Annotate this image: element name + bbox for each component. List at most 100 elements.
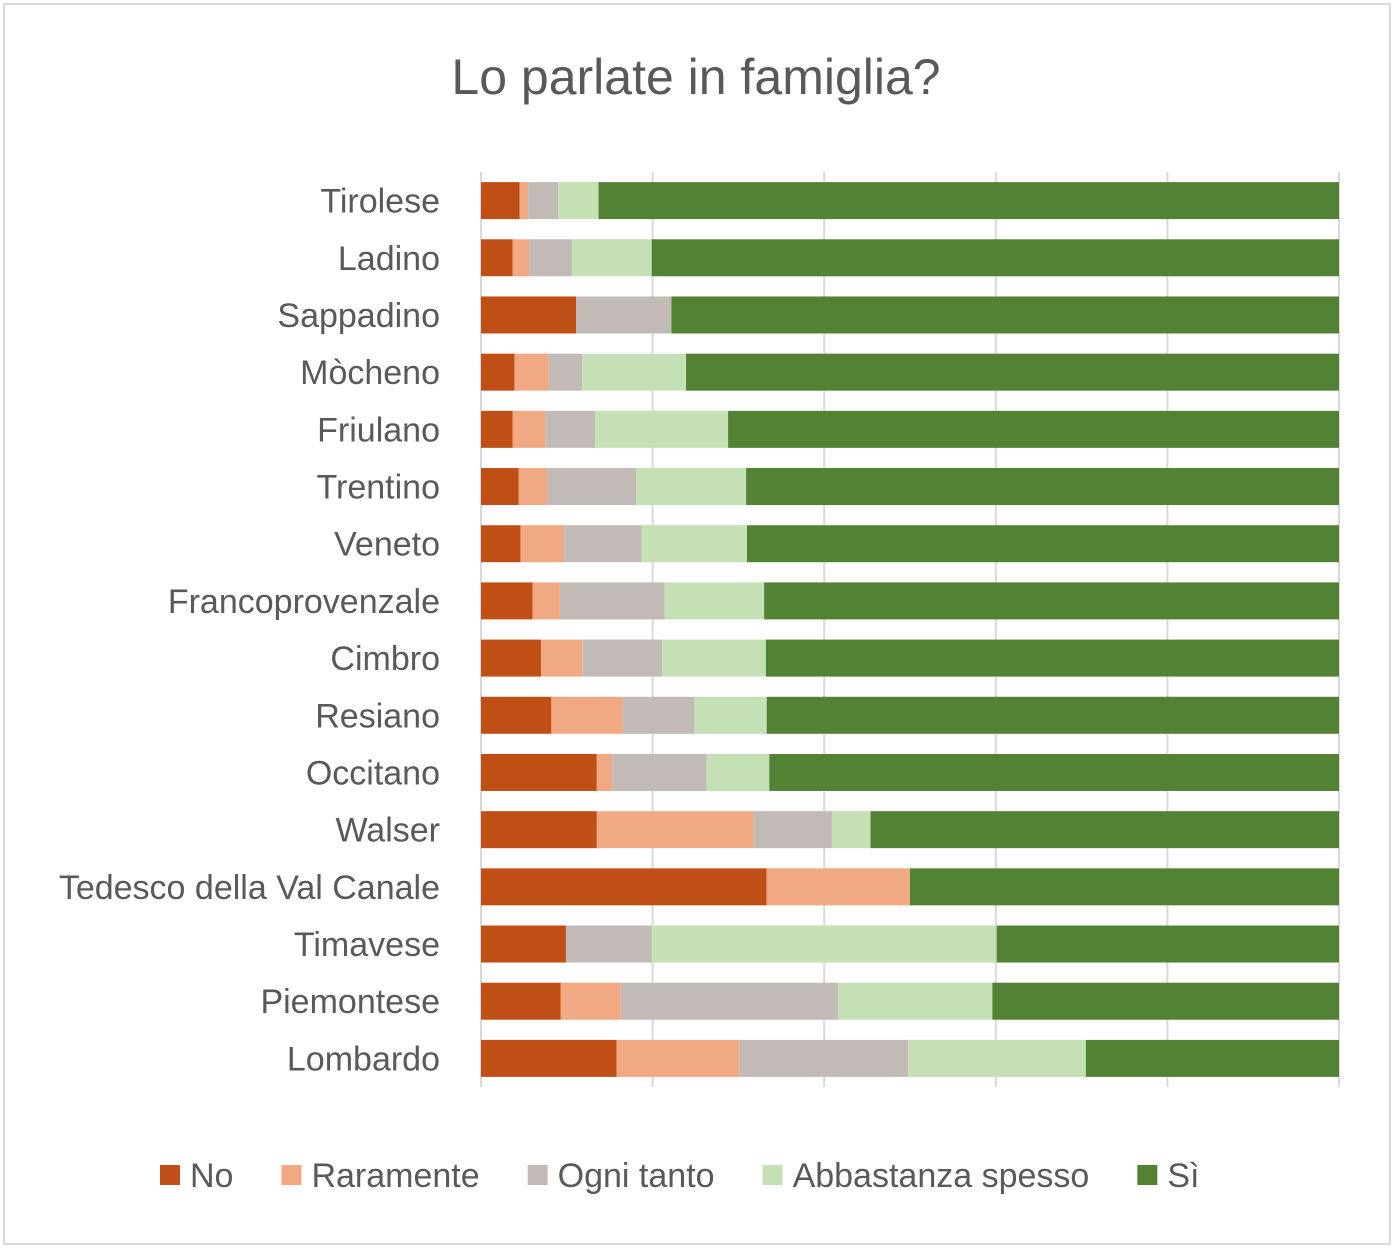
bar-segment	[582, 353, 687, 391]
category-label: Friulano	[317, 411, 440, 449]
bar-segment	[739, 1039, 909, 1077]
bar-segment	[746, 525, 1339, 563]
bar-segment	[706, 753, 770, 791]
bar-segment	[560, 982, 621, 1020]
legend-label: Sì	[1167, 1157, 1199, 1195]
bar-segment	[571, 239, 652, 277]
category-label: Piemontese	[260, 983, 440, 1021]
bar-segment	[837, 982, 993, 1020]
bar-segment	[694, 696, 767, 734]
category-label: Occitano	[306, 754, 440, 792]
bar-segment	[686, 353, 1339, 391]
bar-segment	[481, 925, 566, 963]
bar-segment	[671, 296, 1339, 334]
category-label: Walser	[335, 812, 440, 850]
bar-segment	[596, 753, 613, 791]
bar-segment	[512, 239, 530, 277]
bar-segment	[481, 582, 533, 620]
category-label: Ladino	[338, 240, 440, 278]
bar-segment	[595, 410, 729, 448]
bar-segment	[746, 468, 1339, 506]
bar-segment	[908, 1039, 1086, 1077]
bar-segment	[582, 639, 663, 677]
bar-segment	[520, 525, 565, 563]
category-label: Sappadino	[277, 297, 440, 335]
bar-segment	[992, 982, 1339, 1020]
category-label: Veneto	[334, 526, 440, 564]
category-label: Mòcheno	[300, 354, 440, 392]
bar-segment	[576, 296, 672, 334]
bar-segment	[519, 182, 529, 220]
legend-label: Ogni tanto	[558, 1157, 715, 1195]
bar-segment	[481, 639, 542, 677]
bar-segment	[481, 982, 561, 1020]
bar-segment	[765, 639, 1339, 677]
bar-segment	[1085, 1039, 1339, 1077]
bar-segment	[651, 239, 1339, 277]
bar-segment	[481, 468, 519, 506]
bar-segment	[870, 811, 1339, 849]
legend-swatch	[1137, 1165, 1158, 1185]
bar-segment	[541, 639, 583, 677]
category-labels: Tirolese Ladino Sappadino Mòcheno Friulano Tr…	[59, 183, 440, 1079]
bar-segment	[662, 639, 766, 677]
bar-segment	[620, 982, 838, 1020]
bar-segment	[481, 753, 597, 791]
bar-segment	[514, 353, 549, 391]
bar-segment	[551, 696, 623, 734]
bar-segment	[996, 925, 1339, 963]
legend: No Raramente Ogni tanto Abbastanza spesso Sì	[160, 1157, 1199, 1195]
bar-segment	[481, 868, 767, 906]
bar-segment	[910, 868, 1339, 906]
bar-segment	[545, 410, 596, 448]
bar-segment	[559, 582, 665, 620]
bar-segment	[753, 811, 832, 849]
category-label: Lombardo	[287, 1040, 440, 1078]
category-label: Francoprovenzale	[168, 583, 440, 621]
category-label: Cimbro	[330, 640, 440, 678]
bar-segment	[564, 525, 642, 563]
bar-segment	[481, 525, 521, 563]
bar-segment	[481, 353, 515, 391]
bars-group	[481, 182, 1339, 1077]
legend-swatch	[160, 1165, 180, 1185]
bar-segment	[481, 1039, 617, 1077]
bar-segment	[547, 468, 637, 506]
bar-segment	[831, 811, 871, 849]
bar-segment	[518, 468, 548, 506]
bar-segment	[664, 582, 765, 620]
bar-segment	[529, 239, 572, 277]
bar-segment	[532, 582, 560, 620]
bar-segment	[481, 410, 513, 448]
bar-segment	[548, 353, 583, 391]
legend-label: Raramente	[311, 1157, 479, 1195]
bar-segment	[616, 1039, 740, 1077]
category-label: Timavese	[294, 926, 440, 964]
bar-segment	[596, 811, 754, 849]
bar-segment	[766, 696, 1339, 734]
legend-swatch	[527, 1165, 548, 1185]
bar-segment	[766, 868, 910, 906]
bar-segment	[528, 182, 559, 220]
bar-segment	[481, 239, 513, 277]
bar-segment	[622, 696, 695, 734]
bar-segment	[728, 410, 1339, 448]
category-label: Trentino	[317, 469, 440, 507]
bar-segment	[612, 753, 707, 791]
bar-segment	[769, 753, 1339, 791]
bar-segment	[481, 182, 520, 220]
bar-segment	[481, 296, 577, 334]
bar-segment	[565, 925, 652, 963]
legend-label: Abbastanza spesso	[793, 1157, 1090, 1195]
bar-segment	[764, 582, 1339, 620]
bar-segment	[651, 925, 997, 963]
bar-segment	[481, 696, 552, 734]
legend-label: No	[190, 1157, 233, 1195]
legend-swatch	[281, 1165, 302, 1185]
category-label: Tirolese	[320, 183, 440, 221]
category-label: Resiano	[315, 697, 440, 735]
bar-segment	[641, 525, 747, 563]
category-label: Tedesco della Val Canale	[59, 869, 440, 907]
bar-segment	[558, 182, 599, 220]
